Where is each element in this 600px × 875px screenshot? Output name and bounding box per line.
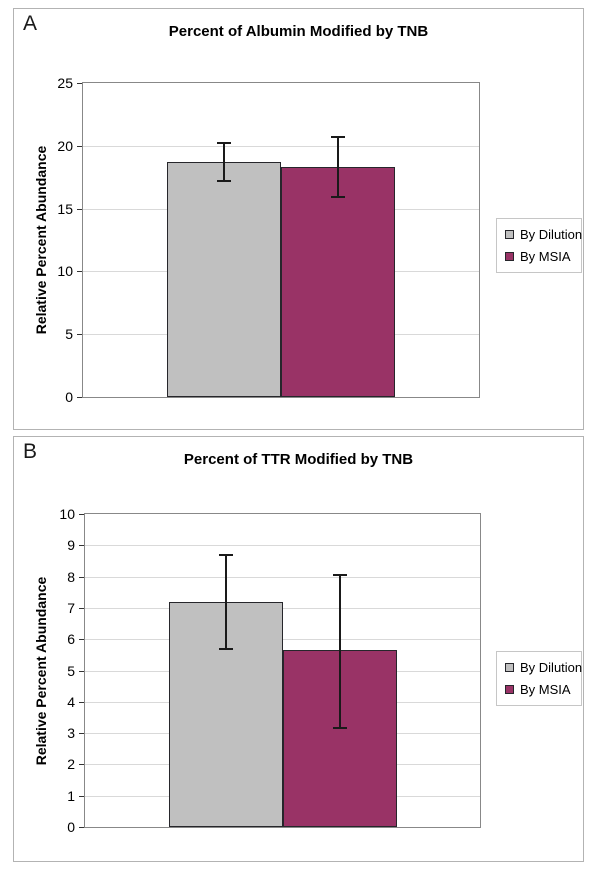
y-tick-label-1: 1	[67, 787, 75, 804]
legend-b: By Dilution By MSIA	[496, 651, 582, 706]
plot-area-b: 0 1 2 3 4 5 6 7 8 9 10	[59, 506, 481, 835]
error-bar-cap-top	[217, 142, 231, 145]
y-tick-label-4: 4	[67, 693, 75, 710]
y-tick-mark-1	[79, 795, 84, 797]
y-tick-label-2: 2	[67, 756, 75, 773]
y-tick-label-8: 8	[67, 568, 75, 585]
y-tick-label-3: 3	[67, 725, 75, 742]
legend-label: By MSIA	[520, 249, 571, 264]
legend-label: By MSIA	[520, 682, 571, 697]
y-tick-mark-9	[79, 545, 84, 547]
y-tick-label-0: 0	[65, 389, 73, 405]
error-bar-cap-top	[332, 574, 347, 577]
legend-label: By Dilution	[520, 660, 583, 675]
y-tick-label-5: 5	[67, 662, 75, 679]
gridline-8	[85, 576, 480, 578]
legend-item-by-dilution: By Dilution	[505, 660, 582, 675]
legend-swatch-icon	[505, 252, 514, 261]
y-tick-mark-8	[79, 576, 84, 578]
gridline-6	[85, 639, 480, 641]
y-tick-label-6: 6	[67, 631, 75, 648]
gridline-7	[85, 607, 480, 609]
legend-swatch-icon	[505, 663, 514, 672]
y-tick-label-15: 15	[57, 200, 73, 217]
y-tick-mark-20	[77, 145, 82, 147]
y-tick-mark-5	[77, 334, 82, 336]
error-bar-line	[338, 575, 341, 729]
y-tick-mark-15	[77, 208, 82, 210]
gridline-9	[85, 545, 480, 547]
error-bar-cap-top	[218, 553, 233, 556]
legend-item-by-dilution: By Dilution	[505, 227, 582, 242]
panel-label-b: B	[23, 440, 38, 463]
bar-by-dilution	[167, 162, 281, 397]
error-bar-cap-bottom	[217, 179, 231, 182]
chart-title-a: Percent of Albumin Modified by TNB	[168, 23, 429, 40]
error-bar-line	[337, 137, 339, 198]
chart-panel-a: A Percent of Albumin Modified by TNB Rel…	[13, 8, 584, 430]
gridline-20	[83, 145, 479, 147]
y-tick-label-10: 10	[59, 506, 75, 522]
legend-item-by-msia: By MSIA	[505, 682, 573, 697]
error-bar-cap-bottom	[218, 647, 233, 650]
chart-title-b: Percent of TTR Modified by TNB	[183, 451, 414, 468]
y-tick-label-9: 9	[67, 537, 75, 554]
chart-panel-b: B Percent of TTR Modified by TNB Relativ…	[13, 436, 584, 862]
y-tick-mark-5	[79, 670, 84, 672]
y-tick-mark-10	[77, 271, 82, 273]
plot-area-a: 0 5 10 15 20 25	[57, 75, 480, 405]
y-tick-mark-0	[77, 397, 82, 398]
y-tick-label-0: 0	[67, 819, 75, 835]
y-tick-mark-4	[79, 701, 84, 703]
y-tick-mark-7	[79, 607, 84, 609]
y-tick-label-7: 7	[67, 599, 75, 616]
y-tick-label-5: 5	[65, 326, 73, 343]
legend-swatch-icon	[505, 230, 514, 239]
y-tick-mark-10	[79, 514, 84, 515]
error-bar-line	[223, 143, 225, 181]
y-tick-label-25: 25	[57, 75, 73, 91]
y-tick-label-20: 20	[57, 137, 73, 154]
y-axis-title-a: Relative Percent Abundance	[33, 145, 49, 335]
error-bar-line	[224, 554, 227, 649]
error-bar-cap-top	[331, 136, 345, 138]
error-bar-cap-bottom	[332, 727, 347, 730]
legend-label: By Dilution	[520, 227, 583, 242]
legend-item-by-msia: By MSIA	[505, 249, 573, 264]
legend-a: By Dilution By MSIA	[496, 218, 582, 273]
y-tick-mark-3	[79, 733, 84, 735]
y-tick-mark-2	[79, 764, 84, 766]
y-tick-mark-0	[79, 827, 84, 828]
error-bar-cap-bottom	[331, 196, 345, 199]
y-tick-mark-6	[79, 639, 84, 641]
bar-by-msia	[281, 167, 395, 397]
y-tick-mark-25	[77, 83, 82, 84]
y-tick-label-10: 10	[57, 263, 73, 280]
legend-swatch-icon	[505, 685, 514, 694]
panel-label-a: A	[23, 12, 38, 35]
